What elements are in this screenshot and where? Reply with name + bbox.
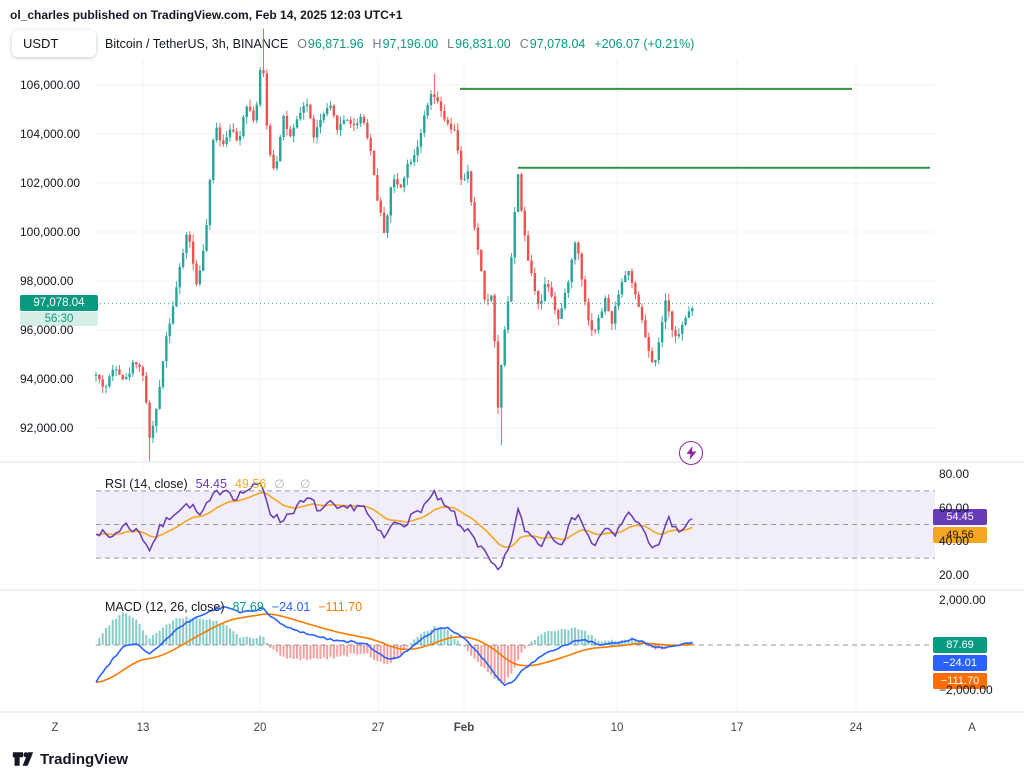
ohlc-low: L96,831.00: [447, 37, 511, 51]
macd-hist-value: 87.69: [232, 600, 264, 614]
price-axis-tick: 100,000.00: [20, 225, 81, 239]
time-axis-label: 24: [849, 722, 863, 734]
macd-legend[interactable]: MACD (12, 26, close) 87.69 −24.01 −111.7…: [105, 600, 362, 614]
macd-signal-badge: −111.70: [933, 673, 987, 689]
price-axis-tick: 102,000.00: [20, 176, 81, 190]
rsi-legend[interactable]: RSI (14, close) 54.45 49.56 ∅ ∅: [105, 477, 316, 491]
time-axis-label: Z: [51, 722, 59, 734]
time-axis-label: 13: [136, 722, 150, 734]
rsi-axis-tick: 20.00: [939, 568, 970, 582]
footer: TradingView: [12, 750, 128, 768]
price-axis-tick: 106,000.00: [20, 78, 81, 92]
ohlc-high: H97,196.00: [372, 37, 439, 51]
price-axis-tick: 94,000.00: [20, 372, 74, 386]
time-axis-label: A: [968, 722, 976, 734]
macd-hist-badge: 87.69: [933, 637, 987, 653]
current-price-value: 97,078.04: [20, 295, 98, 311]
rsi-axis-tick: 80.00: [939, 467, 970, 481]
rsi-axis-tick: 40.00: [939, 534, 970, 549]
macd-legend-title: MACD (12, 26, close): [105, 600, 225, 614]
rsi-legend-title: RSI (14, close): [105, 477, 188, 491]
time-axis-label: 17: [730, 722, 744, 734]
publish-header: ol_charles published on TradingView.com,…: [10, 8, 403, 22]
rsi-smooth-value-badge: 49.56: [933, 527, 987, 543]
tradingview-logo-icon: [12, 752, 34, 766]
macd-axis-tick: 2,000.00: [939, 593, 986, 607]
time-axis-label: 27: [371, 722, 385, 734]
current-price-label: 97,078.04 56:30: [20, 295, 98, 326]
symbol-search-text: USDT: [23, 36, 59, 51]
time-axis-label: 10: [610, 722, 624, 734]
time-axis-label: 20: [253, 722, 267, 734]
candle-countdown: 56:30: [20, 312, 98, 326]
lightning-bolt-icon: [686, 446, 696, 460]
time-axis-label: Feb: [453, 722, 475, 734]
symbol-title[interactable]: Bitcoin / TetherUS, 3h, BINANCE: [105, 37, 289, 51]
price-axis-tick: 104,000.00: [20, 127, 81, 141]
macd-signal-value: −111.70: [318, 600, 363, 614]
rsi-smooth-value: 49.56: [234, 477, 267, 491]
change-value: +206.07 (+0.21%): [594, 37, 695, 51]
rsi-axis-tick: 60.00: [939, 500, 970, 515]
macd-line-badge: −24.01: [933, 655, 987, 671]
ohlc-close: C97,078.04: [519, 37, 586, 51]
price-axis-tick: 96,000.00: [20, 323, 74, 337]
macd-axis-tick: −2,000.00: [939, 683, 993, 697]
rsi-value-badge: 54.45: [933, 509, 987, 525]
symbol-search-box[interactable]: USDT: [12, 30, 96, 57]
tradingview-brand-text[interactable]: TradingView: [40, 750, 129, 768]
rsi-empty-icons: ∅ ∅: [274, 477, 317, 491]
ohlc-open: O96,871.96: [297, 37, 364, 51]
price-axis-tick: 98,000.00: [20, 274, 74, 288]
flash-idea-icon[interactable]: [679, 441, 703, 465]
main-chart-legend: Bitcoin / TetherUS, 3h, BINANCE O96,871.…: [105, 37, 694, 51]
rsi-value: 54.45: [195, 477, 227, 491]
price-axis-tick: 92,000.00: [20, 421, 74, 435]
macd-line-value: −24.01: [271, 600, 311, 614]
